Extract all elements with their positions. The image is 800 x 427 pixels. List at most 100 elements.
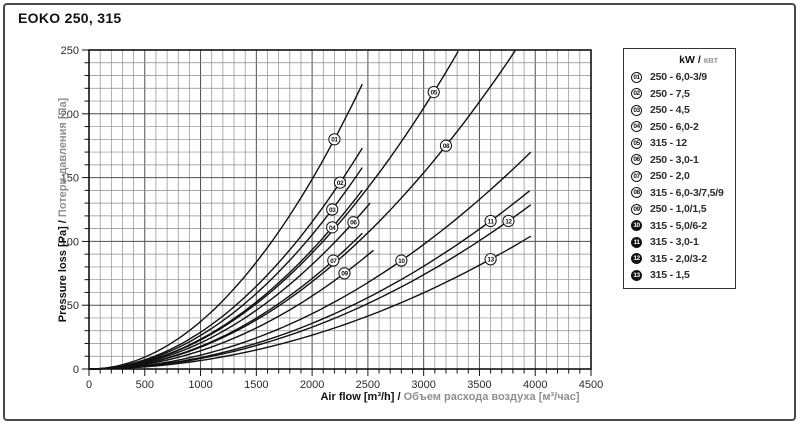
legend-label-04: 250 - 6,0-2: [650, 120, 699, 133]
legend-box: kW / квт 01 250 - 6,0-3/9 02 250 - 7,5 03 250…: [623, 48, 736, 289]
legend-item-10: 10 315 - 5,0/6-2: [624, 218, 735, 235]
legend-label-02: 250 - 7,5: [650, 87, 690, 100]
legend-item-04: 04 250 - 6,0-2: [624, 119, 735, 136]
y-tick-label: 100: [61, 236, 79, 248]
curve-marker-03: [326, 203, 339, 216]
legend-header-kw: kW /: [679, 54, 701, 66]
curve-marker-01: [328, 133, 341, 146]
plot-border: [88, 49, 592, 370]
x-tick-label: 2000: [300, 379, 324, 391]
legend-label-03: 250 - 4,5: [650, 104, 690, 117]
legend-label-01: 250 - 6,0-3/9: [650, 71, 707, 84]
x-tick-label: 3000: [411, 379, 435, 391]
legend-item-08: 08 315 - 6,0-3/7,5/9: [624, 185, 735, 202]
curve-01: [88, 83, 363, 370]
curve-09: [88, 249, 374, 370]
x-tick-label: 500: [136, 379, 154, 391]
curve-03: [88, 167, 363, 370]
y-tick-label: 250: [61, 45, 79, 57]
legend-marker-icon-09: 09: [631, 203, 642, 215]
curve-marker-02: [333, 176, 347, 189]
legend-marker-icon-04: 04: [631, 121, 642, 133]
curve-08: [88, 50, 516, 370]
y-tick-label: 0: [73, 364, 79, 376]
x-tick-label: 4500: [579, 379, 603, 391]
curve-13: [88, 235, 532, 370]
curve-marker-label-12: 12: [505, 218, 512, 225]
legend-marker-icon-13: 13: [631, 269, 642, 281]
curve-marker-05: [427, 86, 440, 99]
curve-marker-04: [326, 221, 339, 234]
x-tick-label: 3500: [467, 379, 491, 391]
x-axis-label-ru: Объем расхода воздуха [м³/час]: [403, 391, 580, 403]
x-tick-label: 4000: [523, 379, 547, 391]
curve-10: [88, 151, 532, 370]
legend-marker-icon-07: 07: [631, 170, 642, 182]
legend-marker-icon-01: 01: [631, 71, 642, 83]
curve-marker-06: [347, 216, 360, 229]
legend-item-09: 09 250 - 1,0/1,5: [624, 201, 735, 218]
legend-item-06: 06 250 - 3,0-1: [624, 152, 735, 169]
legend-label-12: 315 - 2,0/3-2: [650, 252, 707, 265]
legend-item-02: 02 250 - 7,5: [624, 86, 735, 103]
x-tick-label: 1000: [188, 379, 212, 391]
page-frame: [3, 3, 796, 421]
curve-marker-label-08: 08: [443, 143, 450, 150]
axis-ticks: [82, 49, 592, 376]
y-tick-label: 50: [67, 300, 79, 312]
curve-05: [88, 50, 459, 370]
legend-marker-icon-11: 11: [631, 236, 642, 248]
x-tick-label: 1500: [244, 379, 268, 391]
chart-curves: [88, 50, 532, 370]
curve-marker-label-04: 04: [329, 225, 336, 232]
curve-marker-13: [484, 253, 497, 266]
y-tick-label: 200: [61, 109, 79, 121]
legend-item-05: 05 315 - 12: [624, 135, 735, 152]
curve-marker-label-03: 03: [329, 207, 336, 214]
legend-marker-icon-06: 06: [631, 154, 642, 166]
legend-label-06: 250 - 3,0-1: [650, 153, 699, 166]
curve-markers: 01 02 03 04 05 06 07 08 09 10 11 12 13: [326, 86, 515, 280]
legend-marker-icon-10: 10: [631, 220, 642, 232]
legend-item-07: 07 250 - 2,0: [624, 168, 735, 185]
legend-label-09: 250 - 1,0/1,5: [650, 203, 707, 216]
legend-item-01: 01 250 - 6,0-3/9: [624, 69, 735, 86]
legend-header: kW / квт: [624, 54, 735, 66]
curve-marker-label-05: 05: [430, 90, 437, 97]
curve-marker-10: [395, 254, 408, 267]
page-title: EOKO 250, 315: [18, 10, 122, 26]
legend-marker-icon-02: 02: [631, 88, 642, 100]
x-axis-label: Air flow [m³/h] / Объем расхода воздуха …: [240, 391, 660, 403]
y-axis-label: Pressure loss [Pa] / Потери давления [Па…: [57, 70, 69, 350]
legend-item-11: 11 315 - 3,0-1: [624, 234, 735, 251]
legend-label-10: 315 - 5,0/6-2: [650, 219, 707, 232]
legend-item-13: 13 315 - 1,5: [624, 267, 735, 284]
legend-marker-icon-08: 08: [631, 187, 642, 199]
curve-marker-12: [502, 214, 515, 228]
y-axis-label-en: Pressure loss [Pa] /: [57, 220, 69, 323]
x-tick-label: 2500: [356, 379, 380, 391]
curve-marker-label-02: 02: [337, 180, 344, 187]
x-tick-label: 0: [86, 379, 92, 391]
curve-marker-label-11: 11: [488, 218, 495, 225]
chart-grid: [88, 49, 592, 370]
legend-item-12: 12 315 - 2,0/3-2: [624, 251, 735, 268]
curve-marker-label-09: 09: [341, 271, 348, 278]
legend-label-08: 315 - 6,0-3/7,5/9: [650, 186, 724, 199]
curve-12: [88, 204, 532, 370]
curve-marker-09: [338, 267, 351, 280]
legend-label-07: 250 - 2,0: [650, 170, 690, 183]
x-tick-labels: 0 500 1000 1500 2000 2500 3000 3500 4000 4500: [86, 379, 603, 391]
curve-marker-label-10: 10: [398, 258, 405, 265]
y-axis-label-ru: Потери давления [Па]: [57, 97, 69, 218]
legend-item-03: 03 250 - 4,5: [624, 102, 735, 119]
legend-label-11: 315 - 3,0-1: [650, 236, 699, 249]
legend-marker-icon-12: 12: [631, 253, 642, 265]
legend-rows: 01 250 - 6,0-3/9 02 250 - 7,5 03 250 - 4,5 04 2…: [624, 69, 735, 284]
curve-marker-label-07: 07: [330, 258, 337, 265]
legend-label-05: 315 - 12: [650, 137, 687, 150]
curve-marker-label-01: 01: [331, 137, 338, 144]
legend-marker-icon-03: 03: [631, 104, 642, 116]
